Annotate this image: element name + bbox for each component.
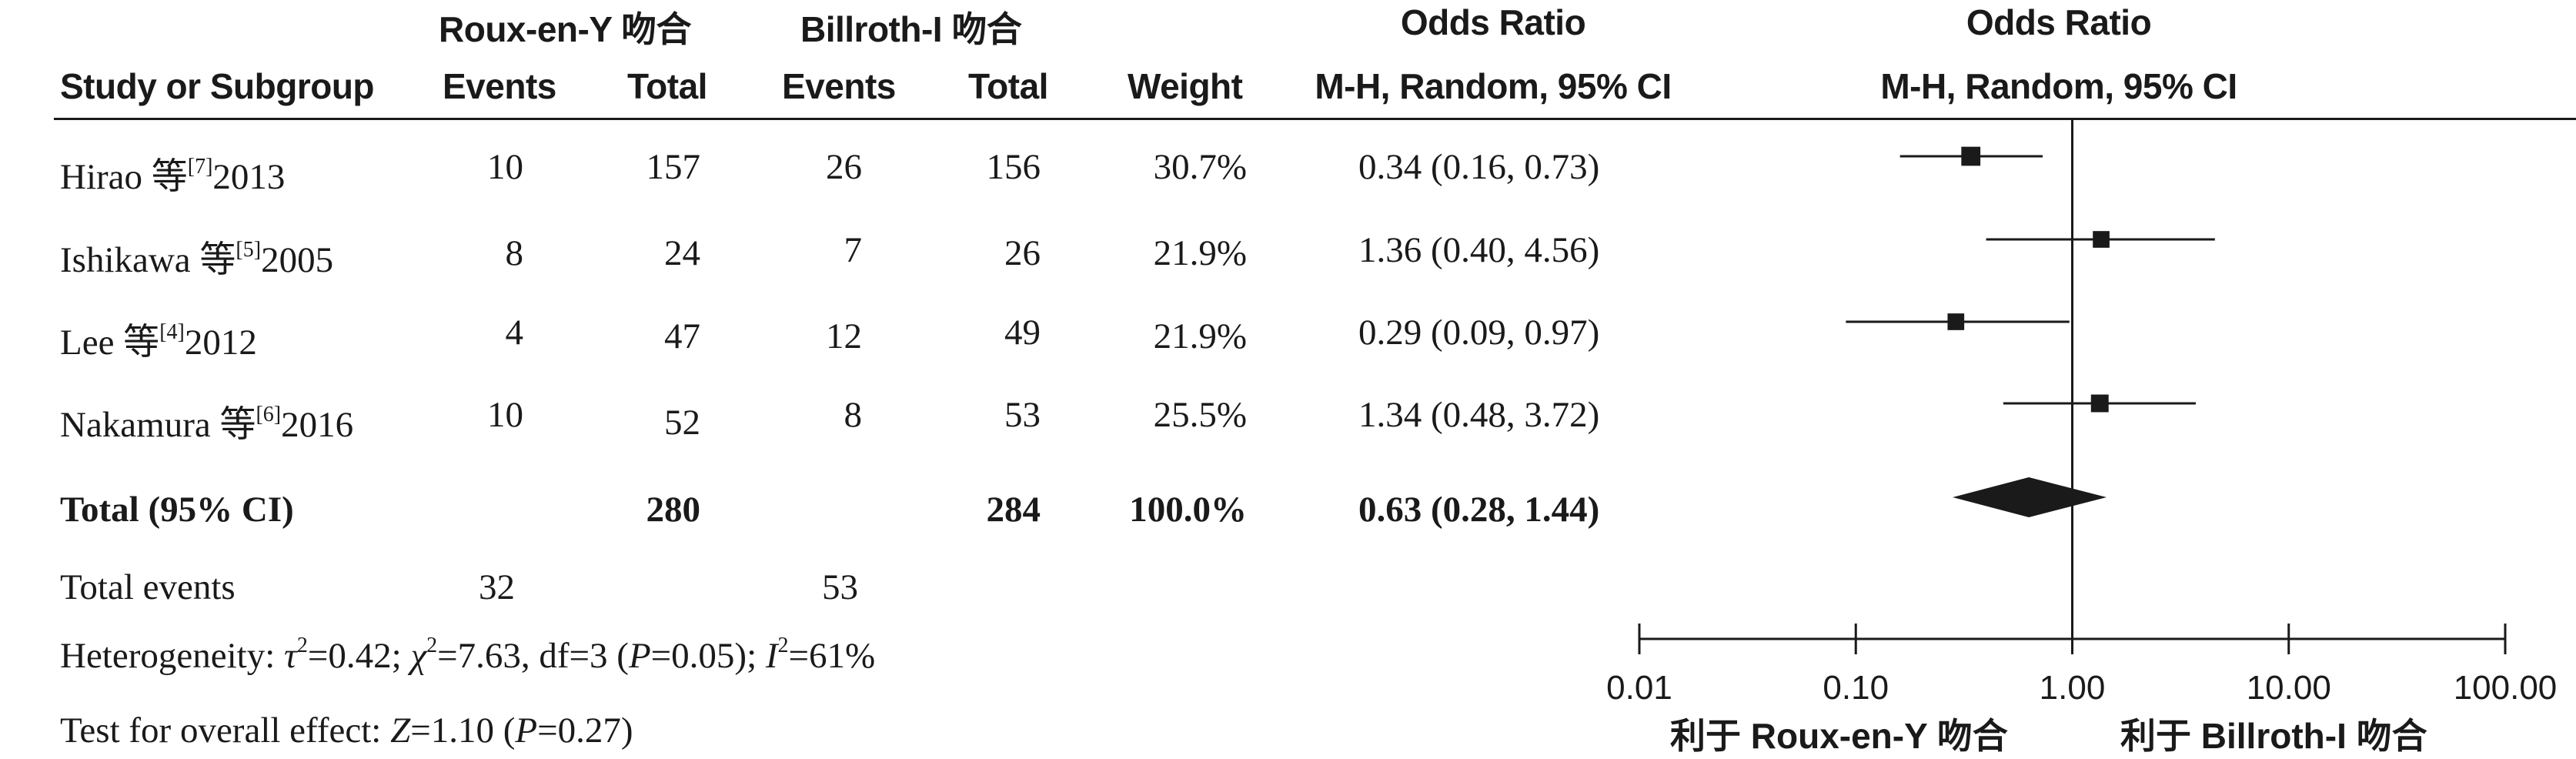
total2-header: Total bbox=[968, 66, 1048, 106]
total1-cell: 280 bbox=[646, 490, 701, 530]
ci-cell: 1.34 (0.48, 3.72) bbox=[1358, 395, 1600, 435]
group2-title: Billroth-I 吻合 bbox=[800, 9, 1022, 49]
events2-cell: 7 bbox=[844, 230, 863, 270]
events1-cell: 32 bbox=[479, 567, 515, 607]
study-marker bbox=[1947, 313, 1965, 330]
events1-cell: 10 bbox=[487, 147, 523, 187]
study-header: Study or Subgroup bbox=[60, 66, 375, 106]
ci-cell: 1.36 (0.40, 4.56) bbox=[1358, 230, 1600, 270]
total2-cell: 156 bbox=[986, 147, 1041, 187]
ci-cell: 0.29 (0.09, 0.97) bbox=[1358, 313, 1600, 353]
study-marker bbox=[2090, 394, 2109, 413]
method-header-right: M-H, Random, 95% CI bbox=[1880, 66, 2237, 106]
x-tick-label: 0.01 bbox=[1606, 669, 1672, 707]
favours-right-label: 利于 Billroth-I 吻合 bbox=[2120, 716, 2427, 756]
events2-cell: 53 bbox=[822, 567, 858, 607]
events2-cell: 8 bbox=[844, 395, 863, 435]
events1-cell: 8 bbox=[505, 233, 524, 273]
total2-cell: 53 bbox=[1004, 395, 1041, 435]
study-name: Ishikawa 等[5]2005 bbox=[60, 238, 334, 281]
pooled-diamond bbox=[1953, 477, 2107, 517]
study-marker bbox=[2093, 231, 2110, 248]
weight-header: Weight bbox=[1128, 66, 1243, 106]
x-tick-label: 0.10 bbox=[1823, 669, 1889, 707]
weight-cell: 21.9% bbox=[1153, 316, 1247, 356]
events2-cell: 12 bbox=[826, 316, 862, 356]
weight-cell: 25.5% bbox=[1153, 395, 1247, 435]
study-name: Lee 等[4]2012 bbox=[60, 320, 257, 363]
method-header-left: M-H, Random, 95% CI bbox=[1315, 66, 1672, 106]
total2-cell: 49 bbox=[1004, 313, 1041, 353]
header-rule bbox=[54, 118, 2576, 120]
total1-cell: 157 bbox=[646, 147, 701, 187]
events1-cell: 10 bbox=[487, 395, 523, 435]
x-tick-label: 100.00 bbox=[2454, 669, 2558, 707]
study-name: Hirao 等[7]2013 bbox=[60, 155, 286, 198]
group1-title: Roux-en-Y 吻合 bbox=[439, 9, 691, 49]
events1-header: Events bbox=[443, 66, 556, 106]
weight-cell: 100.0% bbox=[1129, 490, 1247, 530]
x-tick-label: 10.00 bbox=[2247, 669, 2331, 707]
events2-cell: 26 bbox=[826, 147, 862, 187]
ci-cell: 0.63 (0.28, 1.44) bbox=[1358, 490, 1600, 530]
total2-cell: 26 bbox=[1004, 233, 1041, 273]
total1-cell: 24 bbox=[664, 233, 700, 273]
total1-cell: 47 bbox=[664, 316, 700, 356]
total2-cell: 284 bbox=[986, 490, 1041, 530]
weight-cell: 21.9% bbox=[1153, 233, 1247, 273]
events2-header: Events bbox=[782, 66, 896, 106]
x-tick-label: 1.00 bbox=[2040, 669, 2106, 707]
ci-cell: 0.34 (0.16, 0.73) bbox=[1358, 147, 1600, 187]
or-title-left: Odds Ratio bbox=[1400, 2, 1586, 42]
study-marker bbox=[1961, 146, 1981, 166]
weight-cell: 30.7% bbox=[1153, 147, 1247, 187]
study-name: Nakamura 等[6]2016 bbox=[60, 403, 354, 446]
events1-cell: 4 bbox=[505, 313, 524, 353]
total-events-label: Total events bbox=[60, 567, 236, 607]
heterogeneity-text: Heterogeneity: τ2=0.42; χ2=7.63, df=3 (P… bbox=[60, 634, 876, 677]
total1-header: Total bbox=[627, 66, 707, 106]
favours-left-label: 利于 Roux-en-Y 吻合 bbox=[1670, 716, 2008, 756]
total-label: Total (95% CI) bbox=[60, 490, 294, 530]
overall-effect-text: Test for overall effect: Z=1.10 (P=0.27) bbox=[60, 711, 633, 751]
total1-cell: 52 bbox=[664, 403, 700, 443]
or-title-right: Odds Ratio bbox=[1966, 2, 2152, 42]
